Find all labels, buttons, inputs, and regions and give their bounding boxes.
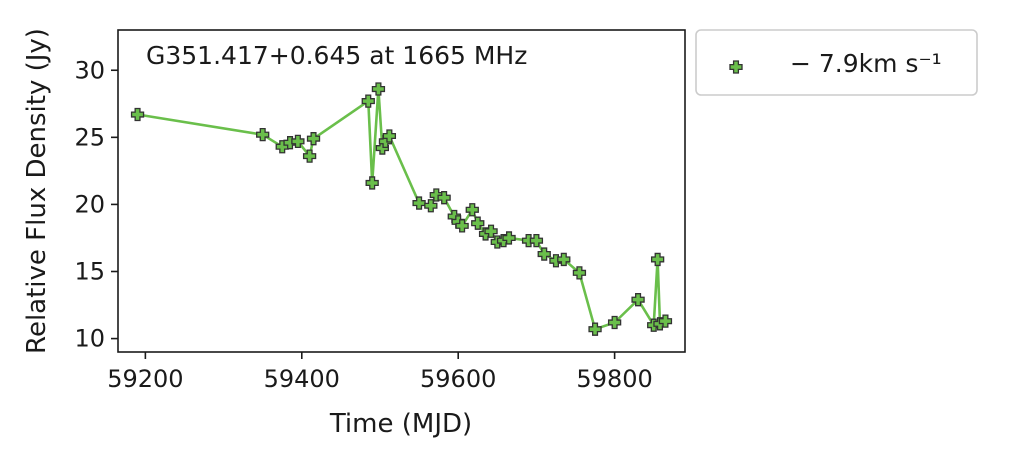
data-point	[130, 107, 145, 122]
data-point	[650, 252, 665, 267]
legend-box	[695, 29, 978, 96]
data-point	[371, 82, 386, 96]
data-point	[502, 231, 516, 245]
y-tick-label: 10	[74, 325, 105, 353]
data-point	[382, 129, 397, 143]
x-axis-ticks: 59200 59400 59600 59800	[107, 352, 653, 393]
y-axis-ticks: 10 15 20 25 30	[74, 56, 118, 353]
data-point	[484, 224, 498, 238]
data-point	[302, 149, 317, 163]
y-tick-label: 30	[74, 56, 105, 84]
data-point	[424, 199, 438, 213]
data-point	[631, 293, 645, 307]
x-tick-label: 59400	[264, 365, 340, 393]
data-point	[537, 247, 551, 261]
data-point	[429, 188, 443, 202]
chart-annotation: G351.417+0.645 at 1665 MHz	[146, 41, 527, 70]
data-point	[256, 128, 270, 142]
data-point	[291, 134, 305, 149]
legend-marker-symbol	[729, 60, 743, 74]
data-point	[529, 233, 544, 248]
plot-area: 59200 59400 59600 59800 10 15 20 25 30 G351.417…	[74, 29, 686, 393]
data-point	[455, 219, 469, 233]
y-tick-label: 15	[74, 258, 105, 286]
y-axis-label: Relative Flux Density (Jy)	[22, 28, 52, 354]
data-point	[465, 203, 479, 217]
data-point	[471, 216, 485, 230]
data-point	[361, 94, 375, 108]
data-point	[306, 132, 321, 146]
data-point	[588, 322, 602, 336]
data-point	[557, 252, 571, 267]
y-tick-label: 25	[74, 123, 105, 151]
x-tick-label: 59600	[420, 365, 496, 393]
data-point	[437, 191, 451, 205]
data-point	[412, 196, 426, 210]
legend-marker	[729, 60, 743, 74]
data-point	[658, 314, 673, 328]
x-tick-label: 59200	[107, 365, 183, 393]
legend: − 7.9km s⁻¹	[695, 29, 978, 96]
data-point	[607, 315, 622, 330]
data-point	[365, 176, 379, 190]
plot-frame	[117, 29, 686, 353]
x-axis-label: Time (MJD)	[329, 409, 472, 439]
legend-entry-label: − 7.9km s⁻¹	[790, 49, 942, 78]
series-layer	[130, 82, 673, 336]
series-line	[137, 87, 666, 331]
data-point	[572, 266, 587, 280]
y-tick-label: 20	[74, 190, 105, 218]
x-tick-label: 59800	[576, 365, 652, 393]
